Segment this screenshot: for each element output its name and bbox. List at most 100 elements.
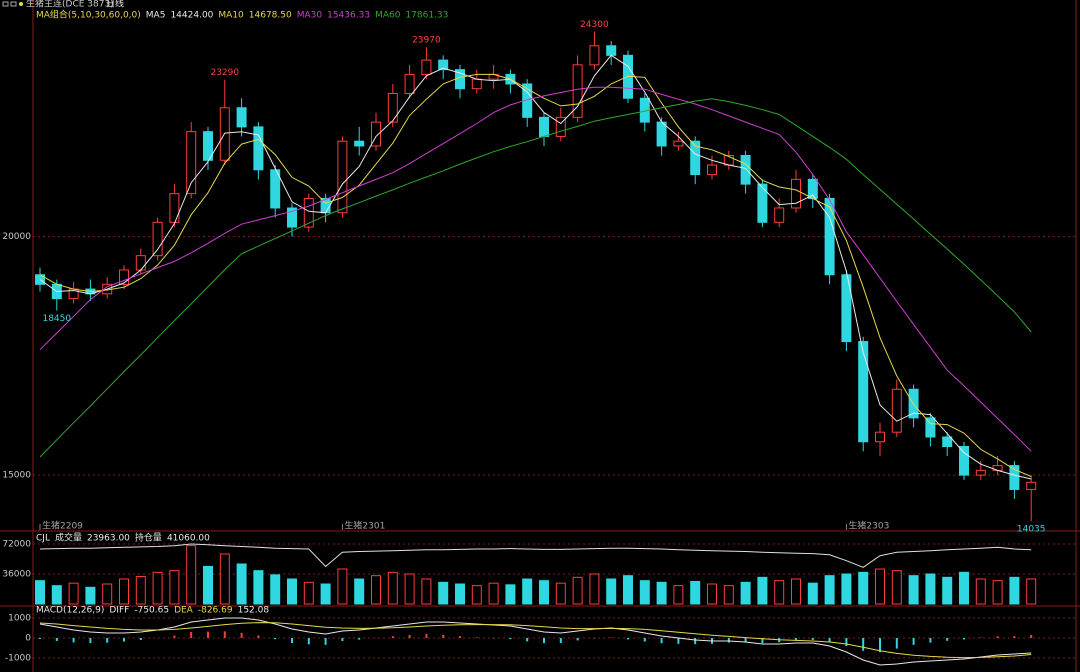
volume-bar bbox=[152, 571, 163, 605]
candle-body bbox=[774, 207, 785, 223]
macd-bar bbox=[845, 638, 848, 646]
candle-body bbox=[656, 121, 667, 147]
volume-bar bbox=[135, 576, 146, 605]
volume-bar bbox=[858, 571, 869, 605]
volume-bar bbox=[186, 545, 197, 605]
icon[interactable] bbox=[2, 1, 9, 7]
macd-bar bbox=[324, 638, 327, 645]
macd-bar bbox=[526, 638, 529, 642]
macd-bar bbox=[291, 638, 293, 643]
volume-bar bbox=[757, 576, 768, 605]
volume-bar bbox=[555, 582, 566, 605]
candle-body bbox=[471, 78, 482, 90]
macd-bar bbox=[996, 636, 999, 638]
macd-bar bbox=[223, 631, 226, 638]
macd-bar bbox=[761, 638, 764, 644]
legend-value: 23963.00 bbox=[87, 534, 130, 544]
candle-body bbox=[1026, 481, 1037, 490]
macd-bar bbox=[811, 638, 814, 640]
candle-body bbox=[438, 59, 449, 71]
macd-bar bbox=[459, 636, 461, 638]
candle-body bbox=[387, 92, 398, 123]
macd-bar bbox=[240, 632, 243, 638]
candle-body bbox=[707, 164, 717, 176]
volume-bar bbox=[1026, 578, 1037, 605]
candle-body bbox=[606, 45, 617, 56]
ma-line bbox=[39, 54, 1032, 480]
y-tick-label: -1000 bbox=[5, 654, 31, 664]
legend-value: 41060.00 bbox=[167, 534, 210, 544]
legend-name: DIFF bbox=[109, 606, 129, 616]
volume-bar bbox=[404, 573, 415, 605]
y-tick-label: 20000 bbox=[2, 232, 31, 242]
volume-bar bbox=[438, 581, 449, 605]
high-label: 23970 bbox=[412, 36, 441, 46]
macd-bar bbox=[879, 638, 881, 653]
volume-bar bbox=[623, 575, 633, 605]
volume-bar bbox=[673, 585, 684, 605]
macd-bar bbox=[559, 638, 562, 643]
volume-bar bbox=[539, 580, 549, 605]
volume-bar bbox=[337, 568, 348, 605]
macd-bar bbox=[341, 638, 344, 641]
candle-body bbox=[337, 140, 348, 214]
candle-body bbox=[673, 140, 684, 147]
macd-bar bbox=[963, 638, 965, 640]
volume-bar bbox=[35, 580, 45, 605]
y-tick-label: 36000 bbox=[2, 570, 31, 580]
legend-value: 17861.33 bbox=[405, 11, 448, 21]
legend-name: MA60 bbox=[375, 11, 401, 21]
volume-bar bbox=[875, 568, 885, 605]
volume-bar bbox=[942, 576, 953, 605]
volume-bar bbox=[253, 570, 264, 605]
legend-name: MA5 bbox=[146, 11, 166, 21]
macd-bar bbox=[1013, 636, 1016, 638]
ma-line bbox=[39, 98, 1032, 458]
volume-bar bbox=[371, 575, 381, 605]
candle-body bbox=[135, 255, 146, 271]
volume-bar bbox=[572, 576, 583, 605]
icon[interactable] bbox=[10, 1, 17, 7]
macd-bar bbox=[190, 632, 193, 638]
candle-body bbox=[942, 436, 953, 448]
macd-bar bbox=[408, 635, 411, 638]
low-label: 18450 bbox=[42, 314, 71, 324]
candle-body bbox=[925, 417, 936, 438]
macd-bar bbox=[1030, 634, 1033, 638]
macd-bar bbox=[576, 638, 579, 641]
macd-bar bbox=[391, 636, 394, 638]
x-tick-label: 生猪2209 bbox=[42, 520, 83, 532]
volume-bar bbox=[959, 571, 969, 605]
volume-bar bbox=[287, 578, 297, 605]
volume-bar bbox=[320, 583, 331, 605]
volume-bar bbox=[992, 580, 1003, 605]
macd-bar bbox=[744, 638, 747, 643]
macd-bar bbox=[677, 638, 680, 644]
volume-bar bbox=[387, 571, 398, 605]
macd-bar bbox=[627, 638, 629, 640]
volume-bar bbox=[606, 578, 617, 605]
volume-bar bbox=[219, 553, 230, 605]
volume-bar bbox=[791, 578, 801, 605]
volume-bar bbox=[505, 584, 516, 605]
candle-body bbox=[1009, 465, 1020, 490]
volume-bar bbox=[740, 581, 751, 605]
candle-body bbox=[572, 64, 583, 118]
volume-bar bbox=[102, 583, 113, 605]
high-label: 23290 bbox=[210, 68, 239, 78]
volume-bar bbox=[303, 581, 314, 605]
candle-body bbox=[824, 197, 835, 276]
candle-body bbox=[891, 388, 902, 433]
legend-name: DEA bbox=[174, 606, 194, 616]
candle-body bbox=[236, 107, 247, 128]
volume-bar bbox=[471, 585, 482, 605]
volume-bar bbox=[891, 570, 902, 605]
high-label: 24300 bbox=[580, 20, 609, 30]
volume-bar bbox=[236, 563, 247, 605]
legend-value: 152.08 bbox=[238, 606, 270, 616]
legend-value: 14678.50 bbox=[249, 11, 292, 21]
period[interactable]: 日线 bbox=[106, 0, 124, 10]
macd-bar bbox=[55, 638, 58, 641]
volume-bar bbox=[690, 581, 701, 605]
